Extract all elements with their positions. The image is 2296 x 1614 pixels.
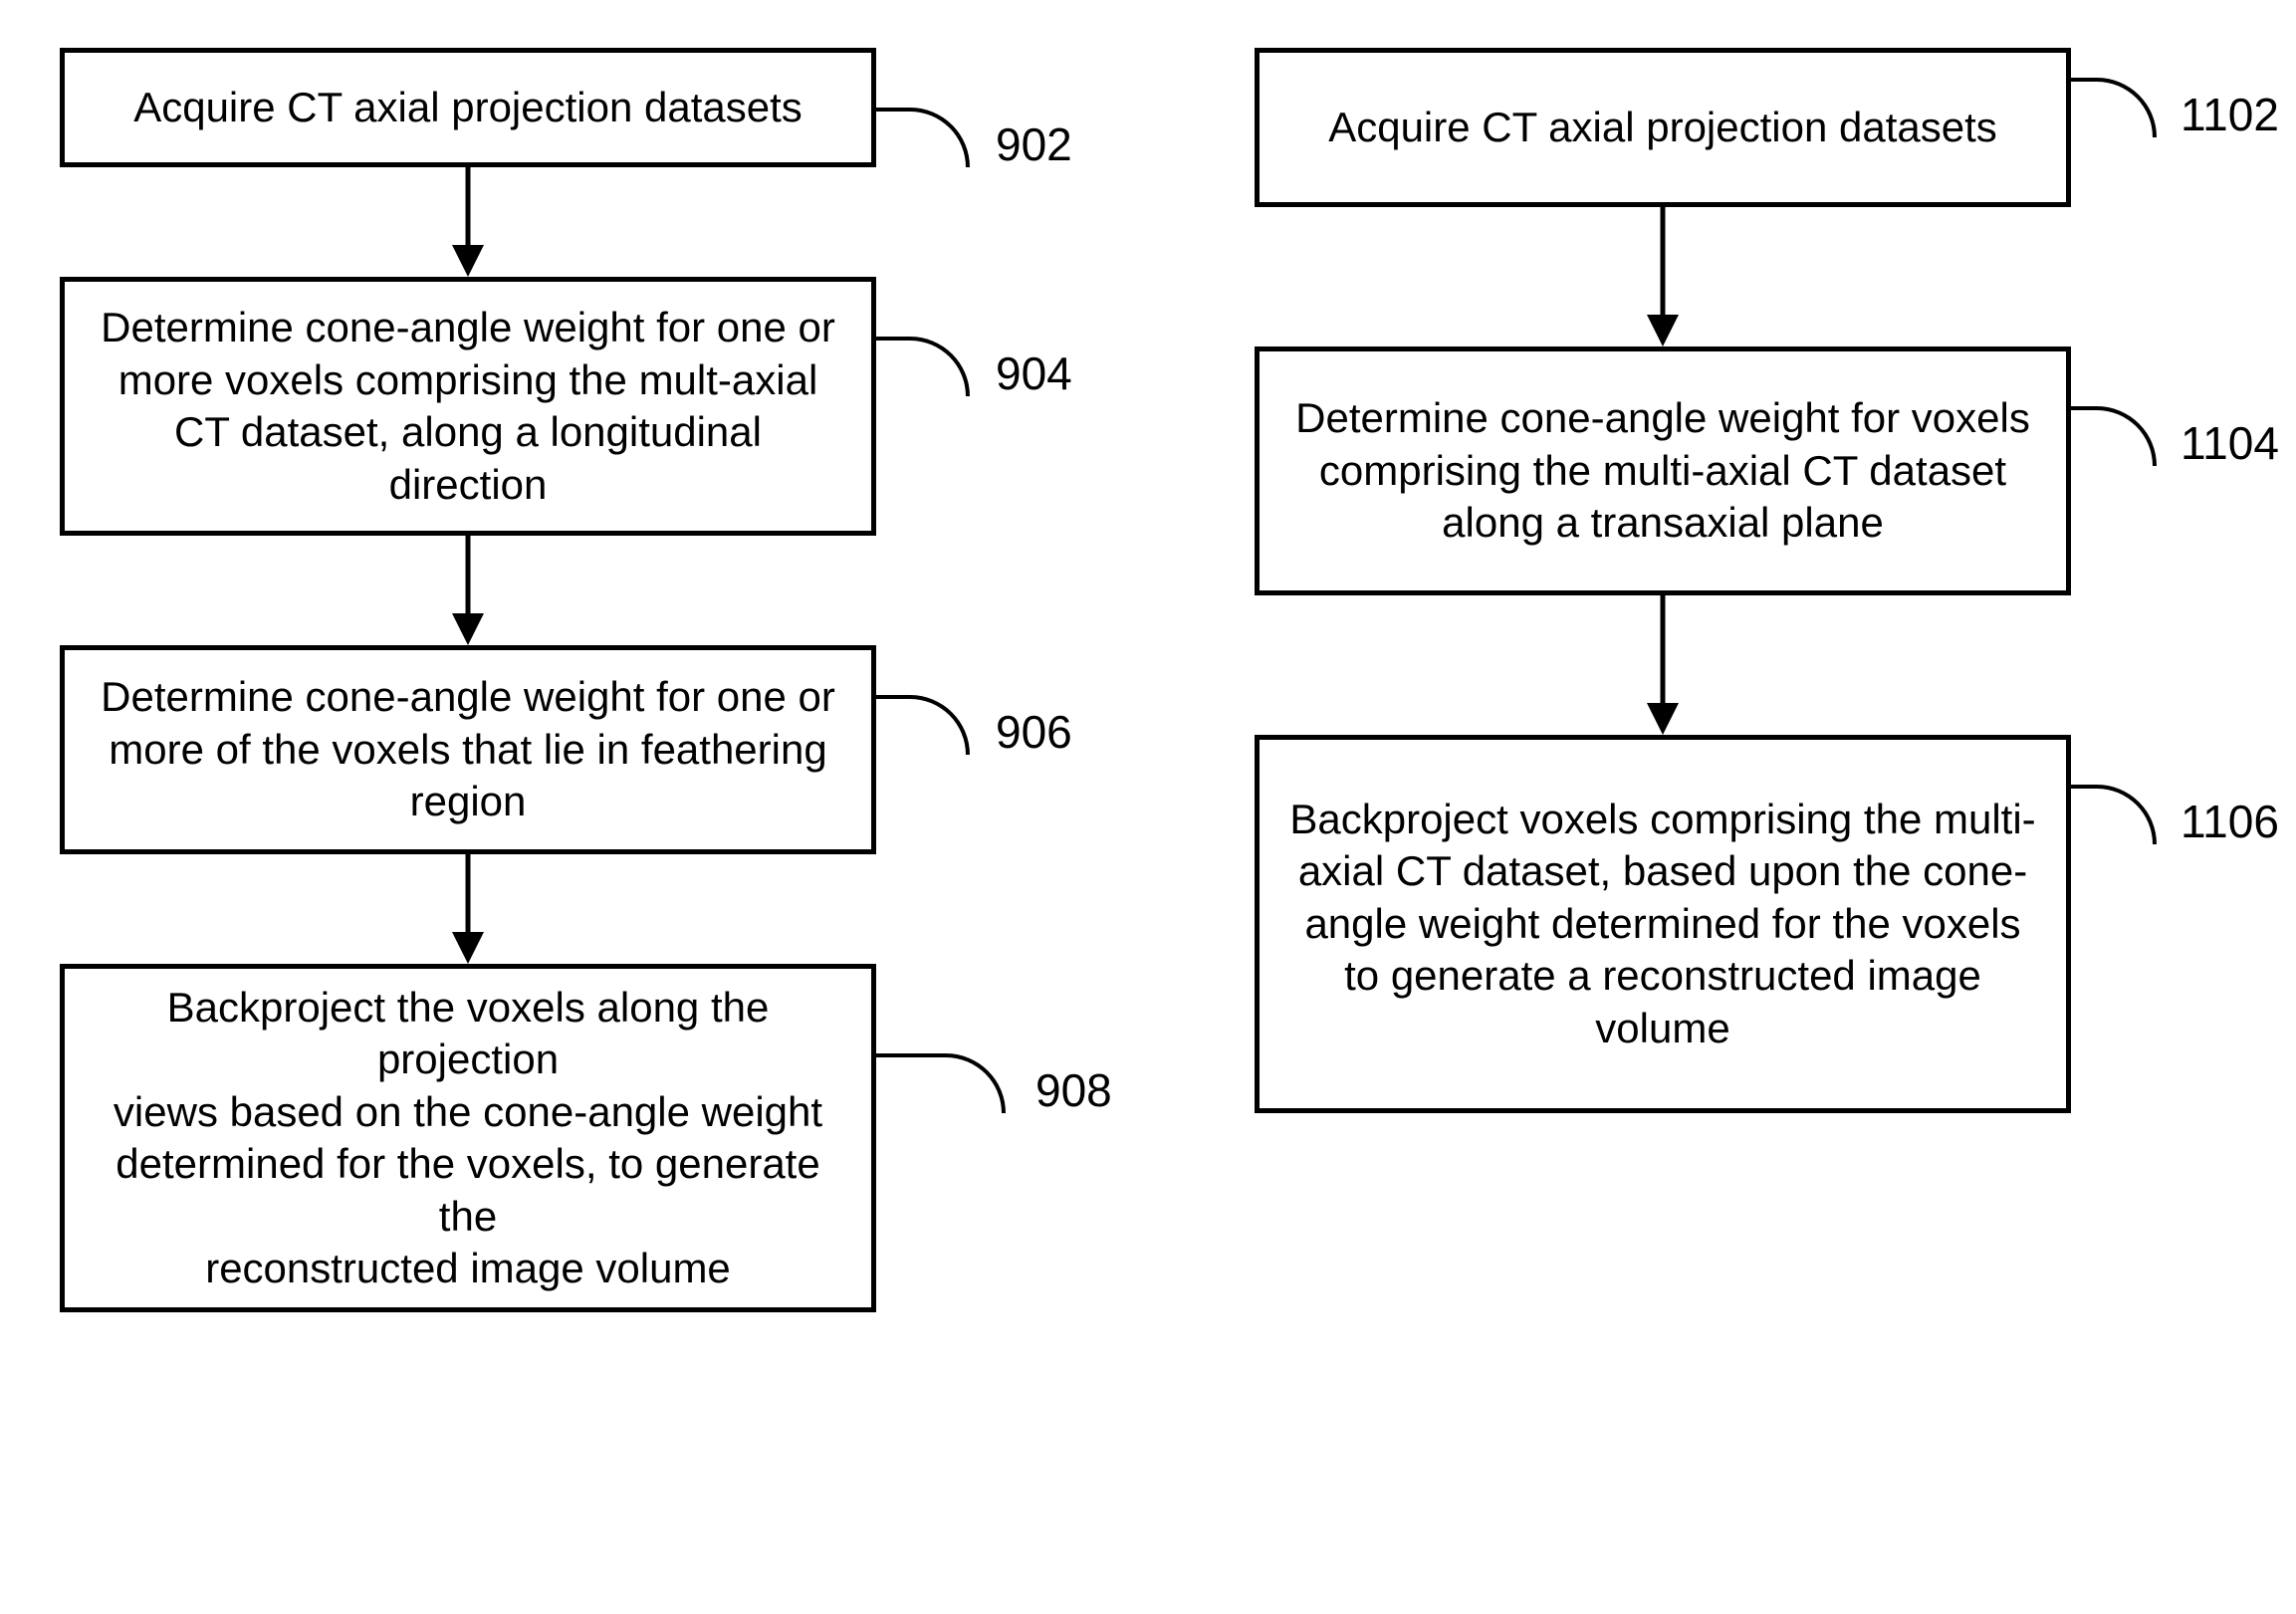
node-1104-text: Determine cone-angle weight for voxels c… [1287, 392, 2038, 550]
arrow-906-908 [438, 854, 498, 964]
node-1102-text: Acquire CT axial projection datasets [1328, 102, 1997, 154]
node-1102: Acquire CT axial projection datasets [1255, 48, 2071, 207]
node-904-text: Determine cone-angle weight for one or m… [93, 302, 843, 511]
node-908-wrap: Backproject the voxels along the project… [60, 964, 876, 1312]
arc-906 [910, 695, 970, 755]
label-902: 902 [996, 117, 1072, 171]
node-908: Backproject the voxels along the project… [60, 964, 876, 1312]
node-906-text: Determine cone-angle weight for one or m… [93, 671, 843, 828]
label-1102: 1102 [2181, 88, 2279, 141]
node-1106-text: Backproject voxels comprising the multi-… [1287, 794, 2038, 1055]
node-908-text: Backproject the voxels along the project… [93, 982, 843, 1295]
arrow-904-906 [438, 536, 498, 645]
node-902-wrap: Acquire CT axial projection datasets 902 [60, 48, 876, 167]
leader-906 [876, 695, 910, 699]
label-904: 904 [996, 346, 1072, 400]
leader-904 [876, 337, 910, 341]
node-906: Determine cone-angle weight for one or m… [60, 645, 876, 854]
node-904-wrap: Determine cone-angle weight for one or m… [60, 277, 876, 536]
node-1102-wrap: Acquire CT axial projection datasets 110… [1255, 48, 2071, 207]
node-1106-wrap: Backproject voxels comprising the multi-… [1255, 735, 2071, 1113]
node-1104-wrap: Determine cone-angle weight for voxels c… [1255, 346, 2071, 595]
arrow-1104-1106 [1633, 595, 1693, 735]
label-1106: 1106 [2181, 795, 2279, 848]
arc-904 [910, 337, 970, 396]
label-906: 906 [996, 705, 1072, 759]
node-1106: Backproject voxels comprising the multi-… [1255, 735, 2071, 1113]
label-1104: 1104 [2181, 416, 2279, 470]
leader-908 [876, 1053, 946, 1057]
label-908: 908 [1035, 1063, 1112, 1117]
node-906-wrap: Determine cone-angle weight for one or m… [60, 645, 876, 854]
arc-908 [946, 1053, 1006, 1113]
right-flowchart: Acquire CT axial projection datasets 110… [1255, 48, 2071, 1113]
node-1104: Determine cone-angle weight for voxels c… [1255, 346, 2071, 595]
arc-1104 [2097, 406, 2157, 466]
node-902: Acquire CT axial projection datasets [60, 48, 876, 167]
leader-902 [876, 108, 910, 112]
leader-1104 [2071, 406, 2097, 410]
arrow-902-904 [438, 167, 498, 277]
leader-1102 [2071, 78, 2097, 82]
left-flowchart: Acquire CT axial projection datasets 902… [60, 48, 876, 1312]
node-902-text: Acquire CT axial projection datasets [133, 82, 803, 134]
arrow-1102-1104 [1633, 207, 1693, 346]
node-904: Determine cone-angle weight for one or m… [60, 277, 876, 536]
arc-1102 [2097, 78, 2157, 137]
leader-1106 [2071, 785, 2097, 789]
arc-902 [910, 108, 970, 167]
arc-1106 [2097, 785, 2157, 844]
